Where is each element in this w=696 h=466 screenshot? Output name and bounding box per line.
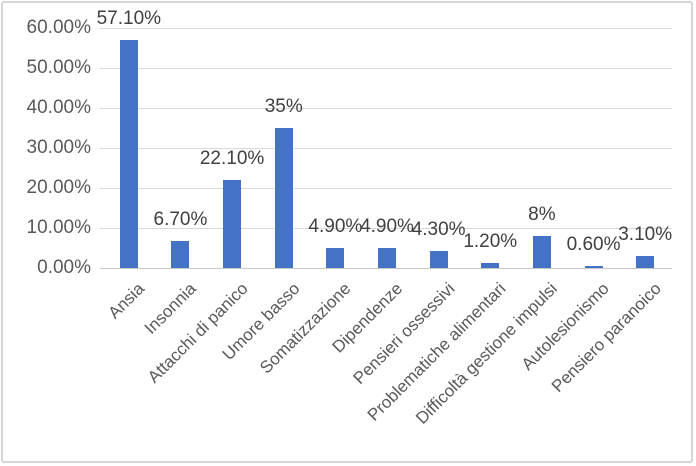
gridline bbox=[100, 188, 672, 189]
y-tick-label: 20.00% bbox=[26, 177, 91, 198]
bar bbox=[326, 248, 345, 268]
bar bbox=[636, 255, 655, 268]
bar bbox=[532, 236, 551, 268]
bar bbox=[481, 263, 500, 268]
x-category-label: Ansia bbox=[104, 279, 149, 323]
bar-data-label: 4.90% bbox=[360, 216, 414, 238]
x-axis-line bbox=[100, 268, 672, 269]
y-tick-label: 30.00% bbox=[26, 137, 91, 158]
bar-data-label: 22.10% bbox=[199, 147, 265, 169]
bar bbox=[171, 241, 190, 268]
y-tick-label: 0.00% bbox=[37, 257, 91, 278]
bar bbox=[119, 39, 138, 268]
bar-data-label: 57.10% bbox=[96, 7, 162, 29]
bar bbox=[378, 248, 396, 268]
bar bbox=[429, 250, 448, 268]
bar-chart: 0.00% 10.00% 20.00% 30.00% 40.00% 50.00% 60.00… bbox=[3, 3, 691, 461]
gridline bbox=[100, 68, 672, 69]
y-tick-label: 60.00% bbox=[26, 17, 91, 38]
bar bbox=[584, 265, 603, 268]
y-tick-label: 10.00% bbox=[26, 217, 91, 238]
x-category-label: Somatizzazione bbox=[256, 279, 355, 378]
bar-data-label: 35% bbox=[264, 96, 303, 117]
bar bbox=[223, 179, 242, 268]
bar bbox=[274, 128, 293, 268]
gridline bbox=[100, 228, 672, 229]
gridline bbox=[100, 108, 672, 109]
y-tick-label: 40.00% bbox=[26, 97, 91, 118]
bar-data-label: 0.60% bbox=[566, 233, 621, 255]
bar-data-label: 4.30% bbox=[411, 218, 466, 240]
bar-data-label: 6.70% bbox=[153, 209, 208, 231]
bar-data-label: 1.20% bbox=[463, 231, 518, 253]
bar-data-label: 8% bbox=[528, 204, 556, 225]
gridline bbox=[100, 148, 672, 149]
gridline bbox=[100, 28, 672, 29]
bar-data-label: 4.90% bbox=[308, 216, 363, 238]
y-tick-label: 50.00% bbox=[26, 57, 91, 78]
bar-data-label: 3.10% bbox=[618, 223, 673, 245]
